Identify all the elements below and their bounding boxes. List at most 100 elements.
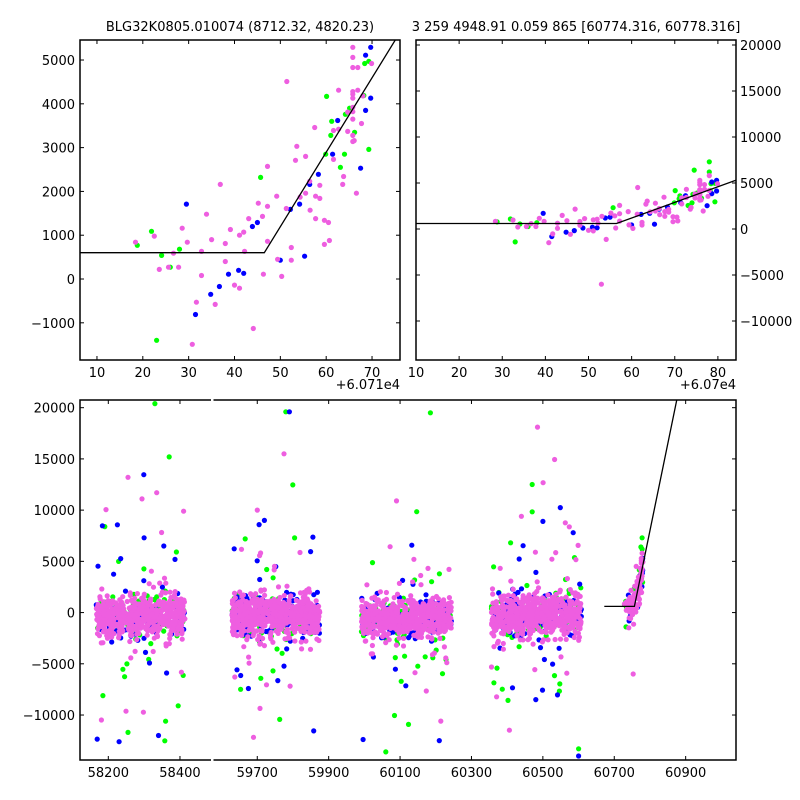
green-point — [270, 668, 276, 674]
pink-point — [345, 109, 351, 115]
blue-point — [368, 95, 374, 101]
pink-point — [265, 616, 271, 622]
pink-point — [559, 599, 565, 605]
pink-point — [598, 281, 605, 287]
pink-point — [260, 635, 266, 642]
pink-point — [501, 610, 508, 616]
pink-point — [153, 614, 159, 620]
pink-point — [393, 642, 399, 648]
pink-point — [153, 602, 159, 608]
x-tick-label: 20 — [451, 366, 468, 381]
green-point — [175, 703, 181, 709]
blue-point — [556, 645, 562, 651]
pink-point — [283, 205, 289, 212]
pink-point — [541, 218, 547, 224]
pink-point — [599, 213, 605, 219]
pink-point — [608, 210, 614, 216]
blue-point — [540, 518, 546, 525]
pink-point — [301, 626, 308, 632]
green-point — [141, 566, 147, 572]
pink-point — [396, 635, 402, 641]
pink-point — [167, 635, 173, 642]
blue-point — [261, 517, 267, 524]
pink-point — [179, 225, 185, 231]
pink-point — [107, 602, 113, 609]
blue-point — [236, 267, 242, 273]
blue-point — [192, 311, 199, 318]
pink-point — [521, 613, 527, 619]
pink-point — [203, 211, 210, 217]
pink-point — [612, 213, 618, 219]
pink-point — [514, 596, 520, 602]
pink-point — [222, 258, 228, 265]
pink-point — [364, 582, 370, 588]
y-tick-label: 3000 — [42, 142, 75, 157]
green-point — [162, 738, 168, 744]
pink-point — [127, 592, 133, 599]
blue-point — [245, 685, 251, 692]
pink-point — [284, 78, 290, 85]
pink-point — [559, 212, 565, 218]
pink-point — [178, 669, 184, 675]
pink-point — [176, 604, 182, 610]
pink-point — [360, 617, 366, 623]
pink-point — [134, 591, 140, 597]
pink-point — [632, 583, 638, 589]
top-right-axes: 10 20 30 40 50 60 70 80 −10000 −5000 0 5000 10000 150… — [408, 39, 793, 381]
pink-point — [418, 572, 424, 579]
blue-point — [164, 670, 170, 676]
green-point — [398, 678, 404, 684]
pink-point — [631, 621, 637, 627]
pink-point — [128, 620, 134, 626]
pink-point — [95, 626, 101, 632]
green-point — [706, 159, 712, 165]
green-point — [508, 540, 514, 546]
pink-point — [290, 613, 296, 619]
pink-point — [287, 635, 293, 641]
pink-point — [362, 638, 368, 644]
pink-point — [146, 581, 152, 587]
pink-point — [148, 568, 154, 574]
green-point — [362, 60, 368, 67]
blue-point — [577, 581, 583, 587]
pink-point — [577, 616, 583, 622]
x-tick-label: 50 — [272, 366, 289, 381]
pink-point — [157, 615, 164, 622]
pink-point — [546, 240, 552, 246]
pink-point — [340, 181, 346, 187]
blue-point — [557, 505, 563, 511]
pink-point — [281, 601, 287, 608]
blue-point — [238, 672, 244, 679]
pink-point — [117, 603, 123, 609]
blue-point — [607, 214, 613, 220]
green-point — [551, 673, 558, 679]
pink-point — [163, 580, 169, 586]
pink-point — [386, 637, 392, 643]
fit-line — [416, 179, 736, 225]
pink-point — [384, 633, 390, 639]
pink-point — [438, 718, 444, 724]
fit-line — [80, 40, 397, 254]
pink-point — [497, 565, 503, 571]
green-point — [122, 674, 128, 680]
blue-point — [540, 210, 546, 216]
pink-point — [158, 592, 164, 598]
pink-point — [297, 549, 303, 556]
pink-point — [630, 671, 636, 677]
pink-point — [567, 608, 573, 614]
pink-point — [535, 595, 541, 601]
pink-point — [401, 635, 407, 642]
pink-point — [643, 201, 649, 207]
pink-point — [299, 646, 305, 652]
y-tick-label: 15000 — [740, 85, 781, 100]
pink-point — [96, 603, 102, 609]
green-point — [610, 205, 616, 211]
pink-point — [250, 734, 257, 740]
green-point — [270, 575, 276, 581]
pink-point — [170, 605, 176, 611]
pink-point — [140, 709, 146, 715]
pink-point — [491, 633, 497, 639]
pink-point — [108, 633, 114, 639]
pink-point — [391, 623, 397, 629]
blue-point — [118, 556, 124, 562]
